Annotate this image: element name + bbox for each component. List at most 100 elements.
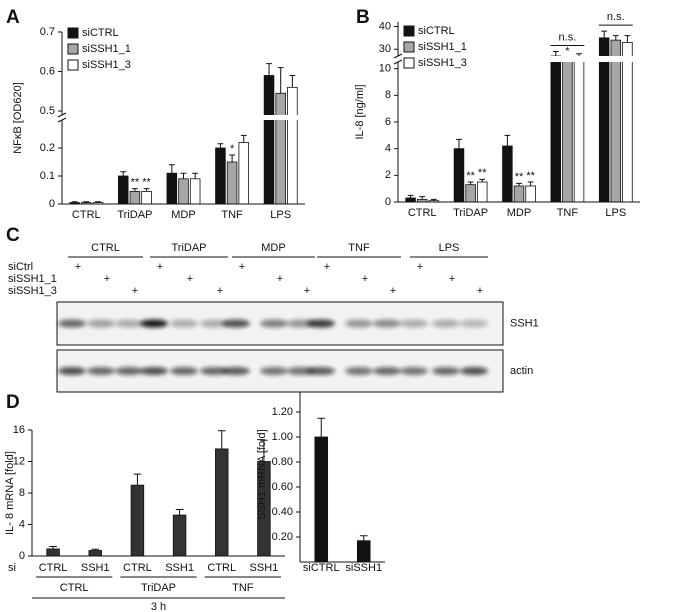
error-bar — [133, 473, 142, 486]
legend-swatch — [67, 27, 79, 39]
x-tick-label: MDP — [171, 209, 195, 221]
y-axis-label: NFκB [OD620] — [12, 82, 24, 154]
significance-label: * — [565, 45, 570, 57]
blot-mark: + — [217, 285, 223, 297]
y-tick-label: 0.60 — [272, 481, 293, 493]
y-tick-label: 2 — [385, 169, 391, 181]
bar — [513, 185, 525, 203]
x-prefix: si — [8, 562, 16, 574]
x-tick-label: CTRL — [39, 562, 68, 574]
legend-label: siSSH1_3 — [82, 59, 131, 71]
x-tick-label: CTRL — [123, 562, 152, 574]
bar — [166, 172, 178, 205]
error-bar — [192, 172, 199, 179]
bar — [562, 58, 573, 203]
blot-band — [87, 319, 115, 328]
error-bar — [83, 201, 90, 203]
blot-band — [140, 319, 168, 328]
group-annotation: n.s. — [559, 31, 577, 43]
blot-mark: + — [132, 285, 138, 297]
legend-swatch — [67, 43, 79, 55]
x-tick-label: siSSH1 — [345, 562, 382, 574]
error-bar — [143, 188, 150, 192]
blot-band — [260, 319, 288, 328]
blot-mark: + — [324, 261, 330, 273]
significance-label: ** — [526, 170, 535, 182]
error-bar — [552, 50, 559, 56]
bar — [215, 147, 226, 205]
blot-mark: + — [390, 285, 396, 297]
blot-mark: + — [304, 285, 310, 297]
bar — [275, 92, 286, 205]
group-annotation: n.s. — [607, 11, 625, 23]
bar — [465, 184, 476, 203]
error-bar — [131, 188, 138, 192]
blot-mark: + — [239, 261, 245, 273]
y-tick-label: 30 — [379, 43, 391, 55]
y-tick-label: 0.80 — [272, 456, 293, 468]
axis-break — [392, 56, 642, 62]
blot-band — [140, 367, 168, 375]
bar — [502, 145, 513, 203]
bar — [598, 37, 610, 203]
blot-mark: + — [362, 273, 368, 285]
panel-letter: D — [6, 392, 20, 413]
y-tick-label: 6 — [385, 116, 391, 128]
error-bar — [467, 181, 474, 185]
blot-band-label: SSH1 — [510, 317, 539, 329]
y-axis-label: SSH1 mRNA [fold] — [256, 429, 268, 519]
blot-band — [287, 319, 315, 328]
bar — [130, 484, 145, 557]
blot-band — [87, 367, 115, 375]
y-axis-label: IL- 8 mRNA [fold] — [4, 451, 16, 535]
blot-band — [460, 367, 488, 375]
x-tick-label: LPS — [605, 207, 626, 219]
error-bar — [289, 74, 296, 88]
blot-band — [373, 319, 401, 328]
bar — [356, 540, 371, 563]
significance-label: * — [230, 143, 235, 155]
legend-label: siCTRL — [418, 25, 455, 37]
bar — [88, 550, 102, 557]
error-bar — [240, 134, 247, 143]
bar — [215, 448, 229, 557]
legend-label: siSSH1_1 — [418, 41, 467, 53]
significance-label: ** — [131, 177, 140, 189]
error-bar — [612, 35, 619, 41]
blot-group-label: LPS — [439, 242, 460, 254]
blot-band — [432, 319, 460, 328]
blot-row-label: siSSH1_3 — [8, 285, 57, 297]
bar — [287, 86, 298, 205]
blot-band — [307, 319, 335, 328]
legend-label: siSSH1_3 — [418, 57, 467, 69]
blot-band — [432, 367, 460, 375]
y-tick-label: 1.00 — [272, 431, 293, 443]
bar — [263, 75, 275, 205]
blot-band — [373, 367, 401, 375]
x-tick-label: TriDAP — [117, 209, 152, 221]
error-bar — [168, 164, 175, 174]
error-bar — [317, 417, 326, 437]
blot-mark: + — [277, 273, 283, 285]
error-bar — [95, 201, 101, 203]
significance-label: ** — [142, 177, 151, 189]
error-bar — [527, 181, 534, 186]
error-bar — [479, 178, 486, 182]
error-bar — [91, 548, 100, 551]
y-tick-label: 8 — [19, 487, 25, 499]
y-axis — [393, 22, 403, 202]
y-tick-label: 0 — [49, 198, 55, 210]
bar — [129, 190, 141, 205]
blot-band — [307, 367, 335, 375]
blot-band — [222, 367, 250, 375]
x-tick-label: MDP — [507, 207, 531, 219]
panel-letter: A — [6, 7, 20, 28]
blot-band — [115, 367, 143, 375]
error-bar — [175, 509, 184, 516]
error-bar — [120, 171, 127, 176]
blot-band-label: actin — [510, 365, 533, 377]
significance-label: ** — [478, 167, 487, 179]
legend-label: siCTRL — [82, 27, 119, 39]
y-axis-label: IL-8 [ng/ml] — [354, 84, 366, 139]
y-tick-label: 0.1 — [40, 170, 55, 182]
